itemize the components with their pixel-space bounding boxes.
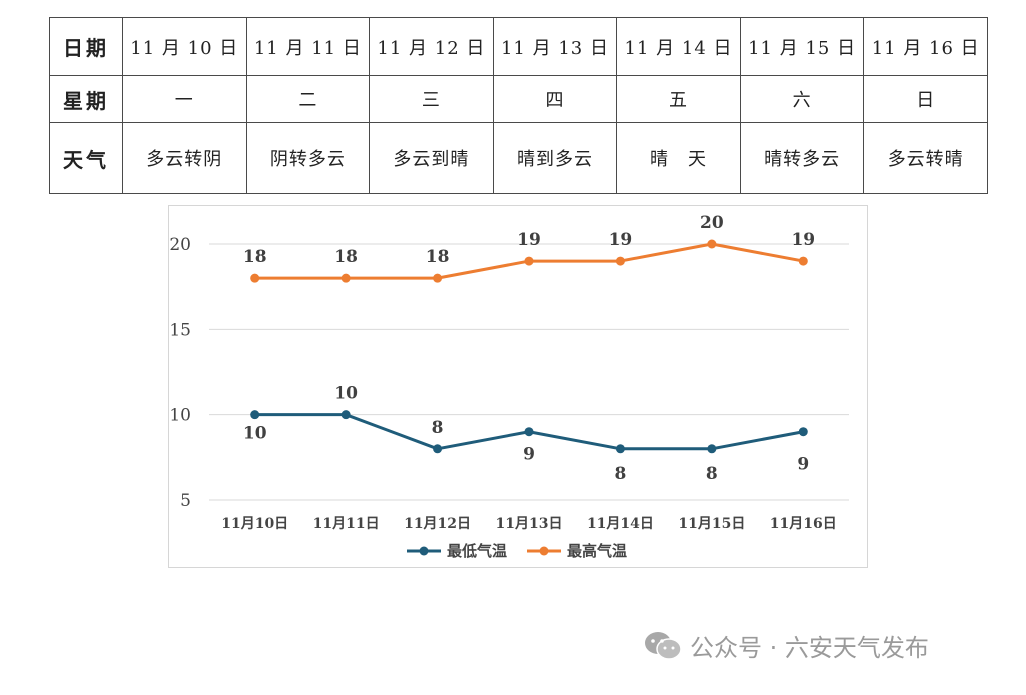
date-cell: 11 月 13 日 (492, 17, 618, 76)
legend-swatch-marker (539, 546, 549, 556)
x-tick-label: 11月14日 (587, 516, 654, 532)
data-label: 20 (700, 213, 724, 233)
weather-row: 天气 多云转阴 阴转多云 多云到晴 晴到多云 晴 天 晴转多云 多云转晴 (49, 122, 988, 194)
data-point (250, 273, 260, 283)
weekday-cell: 四 (492, 75, 618, 123)
weekday-cell: 一 (122, 75, 247, 123)
date-row: 日期 11 月 10 日 11 月 11 日 11 月 12 日 11 月 13… (49, 17, 988, 76)
weather-cell: 多云转晴 (863, 122, 988, 194)
data-label: 8 (432, 418, 444, 438)
data-label: 10 (334, 384, 358, 404)
data-point (798, 427, 808, 437)
wechat-icon (645, 631, 682, 660)
data-point (798, 256, 808, 266)
data-point (341, 273, 351, 283)
weather-cell: 多云转阴 (122, 122, 247, 194)
y-tick-label: 5 (180, 491, 191, 511)
weekday-cell: 日 (863, 75, 988, 123)
data-label: 19 (517, 230, 541, 250)
data-point (524, 427, 534, 437)
legend-label: 最低气温 (447, 542, 507, 560)
data-point (250, 410, 260, 420)
data-point (615, 444, 625, 454)
weekday-cell: 二 (245, 75, 371, 123)
x-tick-label: 11月15日 (678, 516, 745, 532)
data-label: 19 (609, 230, 633, 250)
x-tick-label: 11月12日 (404, 516, 471, 532)
date-cell: 11 月 16 日 (863, 17, 988, 76)
data-point (524, 256, 534, 266)
temperature-chart: 5 10 15 20 11月10日 11月11日 11月12日 11月13日 11月14日 11月… (168, 205, 868, 568)
date-cell: 11 月 12 日 (369, 17, 494, 76)
data-point (707, 444, 717, 454)
data-label: 18 (334, 247, 358, 267)
data-label: 9 (523, 445, 535, 465)
weather-cell: 晴到多云 (492, 122, 618, 194)
data-point (341, 410, 351, 420)
data-label: 8 (706, 464, 718, 484)
row-header-date: 日期 (49, 17, 123, 76)
weekday-cell: 三 (369, 75, 494, 123)
weekday-cell: 六 (739, 75, 865, 123)
data-point (615, 256, 625, 266)
forecast-table: 日期 11 月 10 日 11 月 11 日 11 月 12 日 11 月 13… (49, 17, 988, 194)
weather-cell: 多云到晴 (369, 122, 494, 194)
data-label: 18 (243, 247, 267, 267)
x-tick-label: 11月11日 (313, 516, 380, 532)
y-tick-label: 15 (169, 320, 191, 340)
x-tick-label: 11月16日 (770, 516, 837, 532)
data-label: 8 (615, 464, 627, 484)
weekday-cell: 五 (616, 75, 741, 123)
date-cell: 11 月 14 日 (616, 17, 741, 76)
chart-svg: 5 10 15 20 11月10日 11月11日 11月12日 11月13日 11月14日 11月… (169, 213, 849, 560)
data-point (433, 444, 443, 454)
data-point (707, 239, 717, 249)
date-cell: 11 月 10 日 (122, 17, 247, 76)
weather-cell: 晴 天 (616, 122, 741, 194)
legend-label: 最高气温 (567, 542, 627, 560)
data-label: 18 (426, 247, 450, 267)
data-label: 9 (797, 455, 809, 475)
date-cell: 11 月 11 日 (245, 17, 371, 76)
watermark-text: 公众号 · 六安天气发布 (690, 634, 929, 662)
row-header-weather: 天气 (49, 122, 123, 194)
weekday-row: 星期 一 二 三 四 五 六 日 (49, 75, 988, 123)
watermark: 公众号 · 六安天气发布 (644, 628, 929, 663)
x-tick-label: 11月10日 (221, 516, 288, 532)
y-tick-label: 10 (169, 406, 191, 426)
y-tick-label: 20 (169, 235, 191, 255)
weather-cell: 晴转多云 (739, 122, 865, 194)
date-cell: 11 月 15 日 (739, 17, 865, 76)
weather-cell: 阴转多云 (245, 122, 371, 194)
data-point (433, 273, 443, 283)
row-header-weekday: 星期 (49, 75, 123, 123)
x-tick-label: 11月13日 (496, 516, 563, 532)
data-label: 19 (791, 230, 815, 250)
data-label: 10 (243, 424, 267, 444)
legend-swatch-marker (419, 546, 429, 556)
